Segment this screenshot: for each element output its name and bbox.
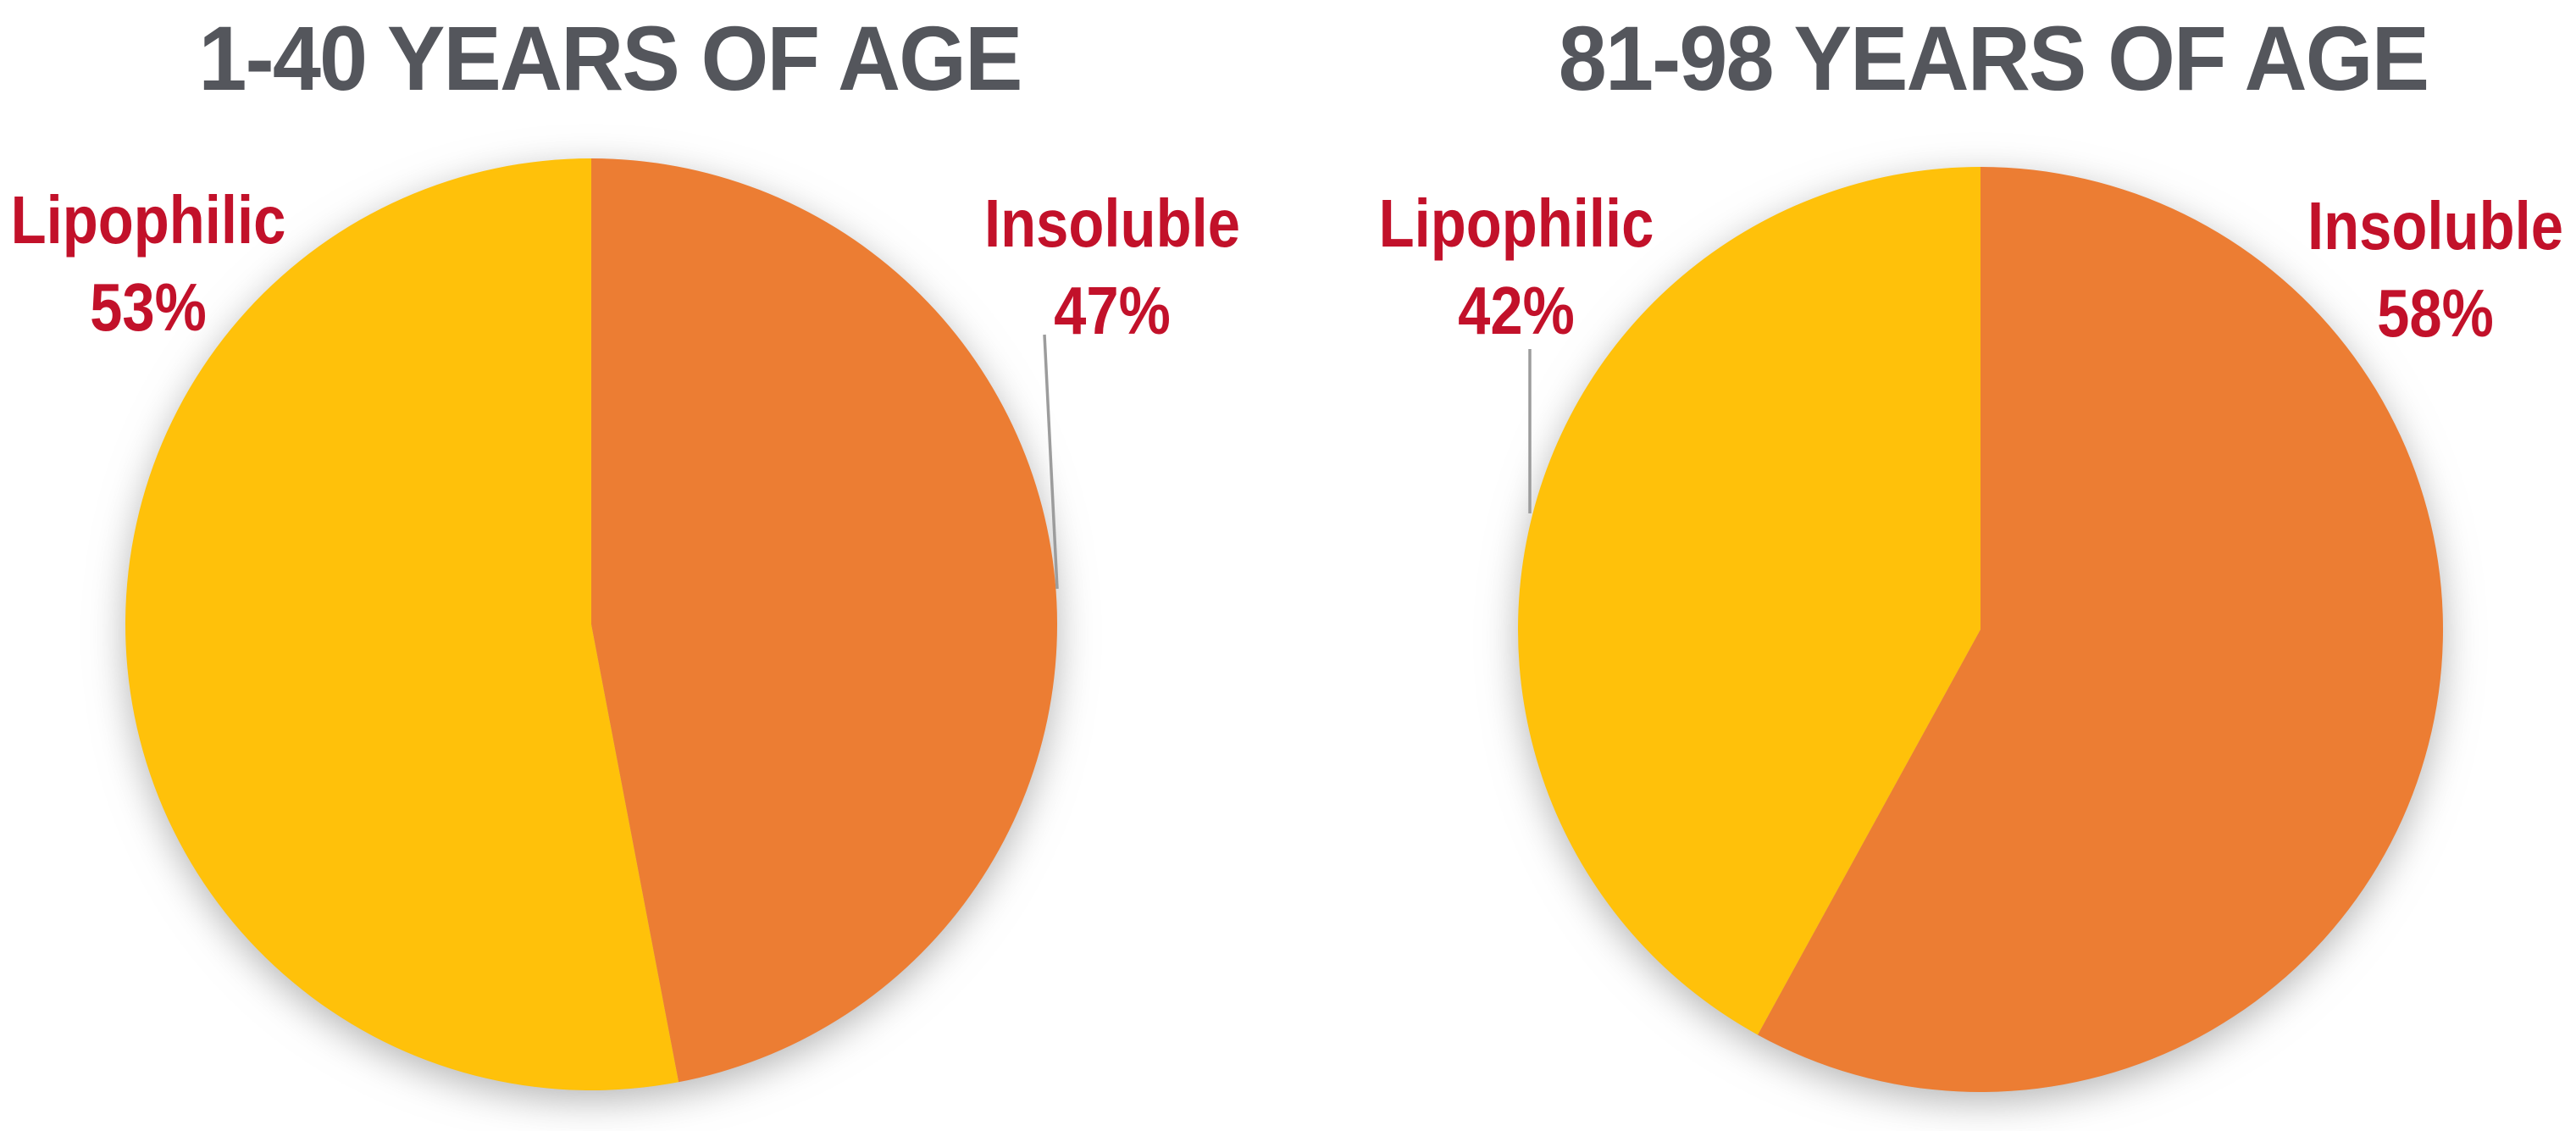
chart-title-left: 1-40 YEARS OF AGE: [198, 7, 1022, 109]
slice-label-name: Lipophilic: [10, 182, 286, 258]
pie-chart-right: [1517, 167, 2443, 1092]
pie-chart-left: [125, 158, 1058, 1090]
slice-label-percent: 53%: [90, 269, 207, 345]
slice-label-left-insoluble: Insoluble 47%: [967, 180, 1258, 354]
pie-slice-insoluble: [591, 158, 1058, 1083]
slice-label-right-insoluble: Insoluble 58%: [2290, 182, 2576, 357]
pie-slice-lipophilic: [125, 158, 679, 1090]
slice-label-name: Lipophilic: [1378, 186, 1654, 261]
slice-label-left-lipophilic: Lipophilic 53%: [3, 176, 294, 351]
slice-label-right-lipophilic: Lipophilic 42%: [1371, 180, 1662, 354]
slice-label-percent: 58%: [2377, 275, 2494, 351]
chart-title-right: 81-98 YEARS OF AGE: [1558, 7, 2429, 109]
slice-label-name: Insoluble: [2307, 188, 2563, 263]
slice-label-percent: 47%: [1054, 273, 1171, 348]
pie-slice-insoluble: [1757, 167, 2443, 1092]
slice-label-name: Insoluble: [984, 186, 1240, 261]
pie-slice-lipophilic: [1517, 167, 1980, 1035]
slice-label-percent: 42%: [1458, 273, 1575, 348]
